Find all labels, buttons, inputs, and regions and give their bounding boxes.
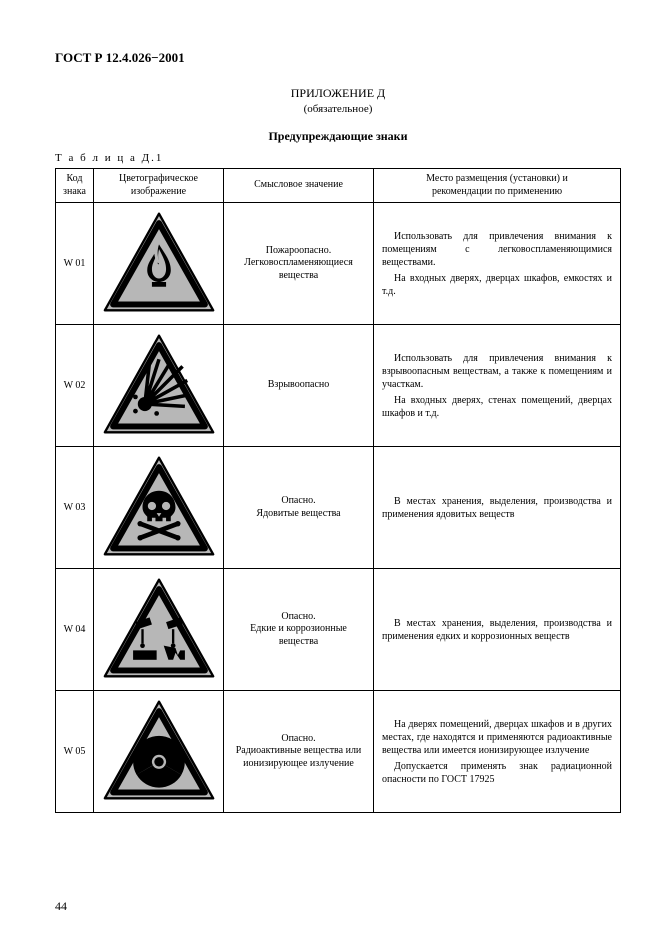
appendix-note: (обязательное) [55, 103, 621, 115]
sign-pictogram [94, 325, 224, 447]
placement-paragraph: На входных дверях, стенах по­мещений, дв… [382, 394, 612, 420]
th-code: Кодзнака [56, 169, 94, 203]
table-row: W 03 Опасно.Ядовитые вещества В местах хр… [56, 447, 621, 569]
sign-placement: В местах хранения, выделения, производст… [374, 569, 621, 691]
th-placement: Место размещения (установки) ирекомендац… [374, 169, 621, 203]
appendix-title: ПРИЛОЖЕНИЕ Д [55, 86, 621, 101]
sign-meaning: Пожароопасно.Легковоспламеняющиесявещест… [224, 203, 374, 325]
sign-meaning: Опасно.Ядовитые вещества [224, 447, 374, 569]
flame-icon [100, 209, 218, 315]
th-image: Цветографическоеизображение [94, 169, 224, 203]
sign-placement: В местах хранения, выделения, производст… [374, 447, 621, 569]
sign-code: W 05 [56, 691, 94, 813]
sign-code: W 03 [56, 447, 94, 569]
th-meaning: Смысловое значение [224, 169, 374, 203]
sign-meaning: Взрывоопасно [224, 325, 374, 447]
table-row: W 05 Опасно.Радиоактивные вещества илиио… [56, 691, 621, 813]
sign-pictogram [94, 569, 224, 691]
table-header-row: Кодзнака Цветографическоеизображение Смы… [56, 169, 621, 203]
sign-placement: Использовать для привлечения внимания к … [374, 325, 621, 447]
explosion-icon [100, 331, 218, 437]
doc-id: ГОСТ Р 12.4.026−2001 [55, 50, 621, 66]
sign-meaning: Опасно.Едкие и коррозионныевещества [224, 569, 374, 691]
placement-paragraph: Допускается применять знак ра­диационной… [382, 760, 612, 786]
table-row: W 01 Пожароопасно.Легковоспламеняющиесяв… [56, 203, 621, 325]
skull-icon [100, 453, 218, 559]
placement-paragraph: В местах хранения, выделения, производст… [382, 617, 612, 643]
page-number: 44 [55, 899, 67, 914]
placement-paragraph: На дверях помещений, дверцах шкафов и в … [382, 718, 612, 757]
section-title: Предупреждающие знаки [55, 129, 621, 144]
placement-paragraph: На входных дверях, дверцах шкафов, емкос… [382, 272, 612, 298]
sign-pictogram [94, 447, 224, 569]
placement-paragraph: В местах хранения, выделения, производст… [382, 495, 612, 521]
placement-paragraph: Использовать для привлечения внимания к … [382, 352, 612, 391]
placement-paragraph: Использовать для привлечения внимания к … [382, 230, 612, 269]
sign-pictogram [94, 203, 224, 325]
corrosive-icon [100, 575, 218, 681]
table-row: W 04 Опасно.Едкие и коррозионныевещества… [56, 569, 621, 691]
sign-code: W 02 [56, 325, 94, 447]
sign-meaning: Опасно.Радиоактивные вещества илиионизир… [224, 691, 374, 813]
sign-pictogram [94, 691, 224, 813]
table-label: Т а б л и ц а Д.1 [55, 152, 621, 164]
table-row: W 02 ВзрывоопасноИспользовать для привле… [56, 325, 621, 447]
radiation-icon [100, 697, 218, 803]
sign-placement: Использовать для привлечения внимания к … [374, 203, 621, 325]
warning-signs-table: Кодзнака Цветографическоеизображение Смы… [55, 168, 621, 813]
sign-code: W 01 [56, 203, 94, 325]
sign-code: W 04 [56, 569, 94, 691]
sign-placement: На дверях помещений, дверцах шкафов и в … [374, 691, 621, 813]
